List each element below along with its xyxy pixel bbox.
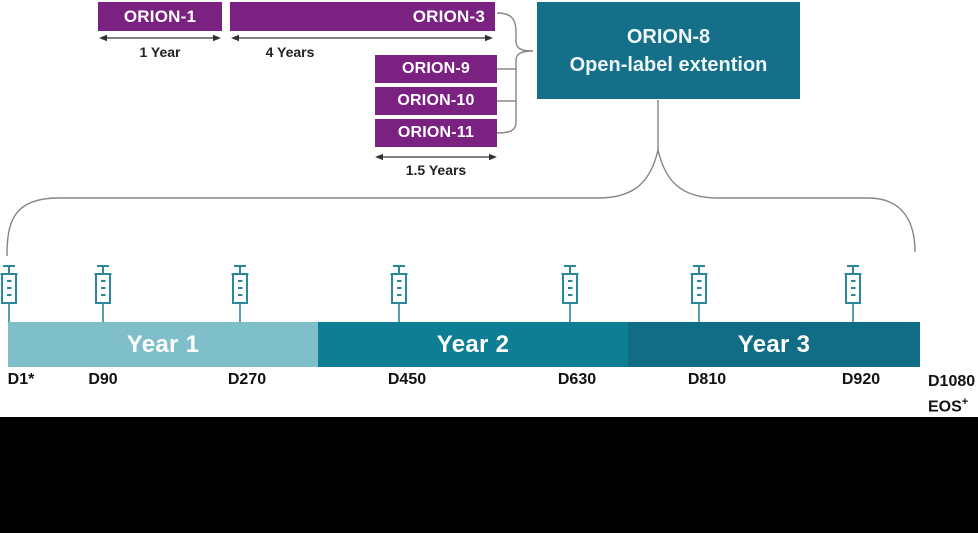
bottom-black-band xyxy=(0,417,978,533)
eos-superscript: + xyxy=(961,396,969,408)
year-2-label: Year 2 xyxy=(436,330,510,358)
study-label: ORION-11 xyxy=(397,124,475,141)
syringe-icon xyxy=(690,265,708,322)
study-label: ORION-10 xyxy=(397,92,475,109)
syringe-icon xyxy=(231,265,249,322)
study-label: ORION-9 xyxy=(401,60,471,77)
day-label-d810: D810 xyxy=(687,371,727,388)
syringe-icon xyxy=(844,265,862,322)
syringe-icon xyxy=(561,265,579,322)
day-label-d1: D1* xyxy=(7,371,35,388)
year-3-label: Year 3 xyxy=(737,330,811,358)
syringe-icon xyxy=(0,265,18,322)
duration-label-1-year: 1 Year xyxy=(139,44,181,60)
syringe-icon xyxy=(94,265,112,322)
orion8-subtitle: Open-label extention xyxy=(569,53,768,76)
eos-label: EOS+ xyxy=(928,396,969,416)
day-label-d1080-eos: D1080 EOS+ xyxy=(928,371,975,417)
four-years-arrow xyxy=(231,34,493,42)
duration-label-4-years: 4 Years xyxy=(265,44,315,60)
orion8-title: ORION-8 xyxy=(626,25,711,48)
study-box-orion-11: ORION-11 xyxy=(375,119,497,147)
study-box-orion-8: ORION-8 Open-label extention xyxy=(537,2,800,99)
one-half-years-arrow xyxy=(375,153,497,161)
study-box-orion-1: ORION-1 xyxy=(98,2,222,31)
study-label: ORION-3 xyxy=(412,6,485,26)
studies-to-orion8-brace xyxy=(496,12,534,134)
day-label-d450: D450 xyxy=(387,371,427,388)
study-box-orion-3: ORION-3 xyxy=(230,2,495,31)
day-label-d270: D270 xyxy=(227,371,267,388)
syringe-icon xyxy=(390,265,408,322)
day-label-d1080: D1080 xyxy=(928,373,976,390)
study-box-orion-10: ORION-10 xyxy=(375,87,497,115)
study-box-orion-9: ORION-9 xyxy=(375,55,497,83)
year-1-label: Year 1 xyxy=(126,330,200,358)
one-year-arrow xyxy=(99,34,221,42)
study-label: ORION-1 xyxy=(123,6,197,26)
day-label-d90: D90 xyxy=(88,371,118,388)
year-1-bar: Year 1 xyxy=(8,322,318,367)
year-2-bar: Year 2 xyxy=(318,322,628,367)
year-3-bar: Year 3 xyxy=(628,322,920,367)
day-label-d920: D920 xyxy=(841,371,881,388)
day-label-d630: D630 xyxy=(557,371,597,388)
duration-label-1-5-years: 1.5 Years xyxy=(405,162,467,178)
